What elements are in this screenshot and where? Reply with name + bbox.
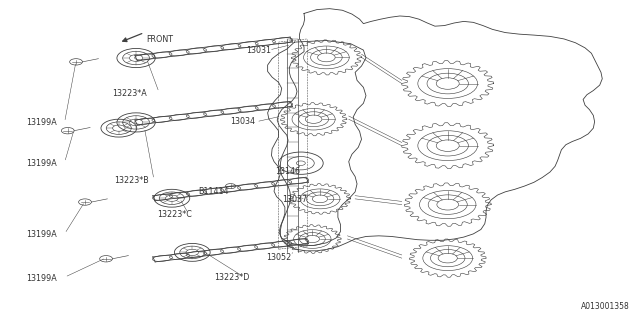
Text: 13223*C: 13223*C xyxy=(157,210,192,219)
Text: A013001358: A013001358 xyxy=(581,302,630,311)
Text: 13199A: 13199A xyxy=(26,230,57,239)
Text: FRONT: FRONT xyxy=(147,35,173,44)
Text: 13223*A: 13223*A xyxy=(113,89,147,98)
Text: 13199A: 13199A xyxy=(26,118,57,127)
Text: 13034: 13034 xyxy=(230,117,255,126)
Text: 13031: 13031 xyxy=(246,45,271,55)
Text: 13223*B: 13223*B xyxy=(115,176,149,185)
Text: 13052: 13052 xyxy=(266,253,291,262)
Text: 13146: 13146 xyxy=(275,167,300,176)
Text: 13223*D: 13223*D xyxy=(214,273,250,282)
Text: 13199A: 13199A xyxy=(26,159,57,168)
Text: 13037: 13037 xyxy=(282,195,307,204)
Text: 13199A: 13199A xyxy=(26,274,57,283)
Text: B11414: B11414 xyxy=(198,188,229,196)
